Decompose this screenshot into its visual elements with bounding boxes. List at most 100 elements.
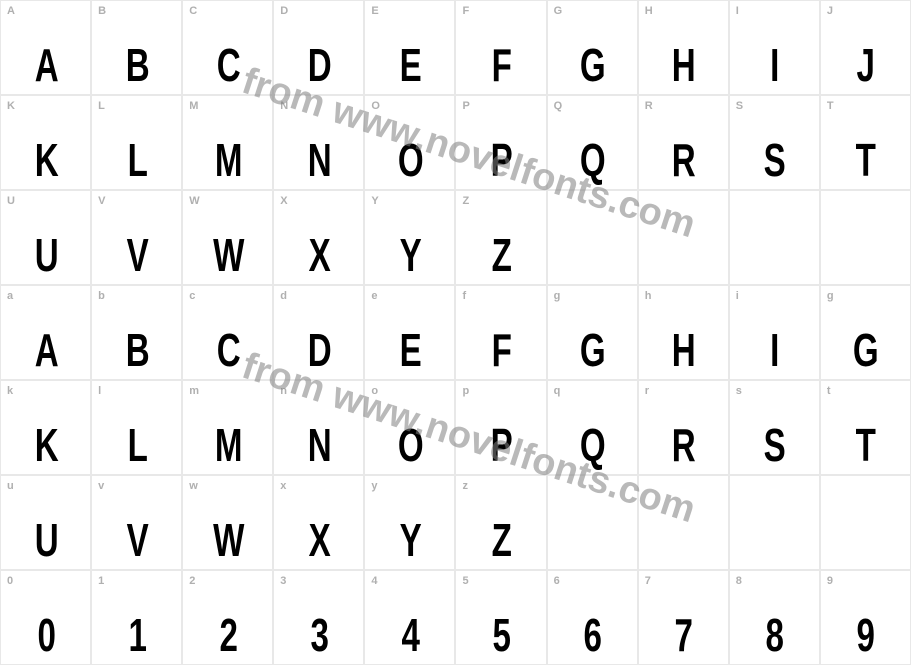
glyph-label: O <box>371 100 380 112</box>
glyph-character: B <box>125 42 147 88</box>
glyph-label: Q <box>554 100 563 112</box>
glyph-character: Y <box>400 232 421 278</box>
glyph-label: 7 <box>645 575 651 587</box>
glyph-cell: qQ <box>547 380 638 475</box>
glyph-cell: 55 <box>455 570 546 665</box>
glyph-label: F <box>462 5 469 17</box>
glyph-character: 9 <box>857 612 874 658</box>
glyph-label: T <box>827 100 834 112</box>
glyph-character: Z <box>492 517 511 563</box>
glyph-cell: mM <box>182 380 273 475</box>
glyph-label: J <box>827 5 833 17</box>
glyph-cell: QQ <box>547 95 638 190</box>
glyph-cell: KK <box>0 95 91 190</box>
glyph-cell: II <box>729 0 820 95</box>
glyph-label: G <box>554 5 563 17</box>
glyph-cell: kK <box>0 380 91 475</box>
glyph-label: b <box>98 290 105 302</box>
glyph-label: y <box>371 480 377 492</box>
glyph-character: 5 <box>493 612 510 658</box>
glyph-character: G <box>580 42 604 88</box>
glyph-cell: rR <box>638 380 729 475</box>
glyph-label: 3 <box>280 575 286 587</box>
glyph-character: P <box>491 137 512 183</box>
glyph-label: o <box>371 385 378 397</box>
glyph-character: E <box>400 42 421 88</box>
glyph-label: H <box>645 5 653 17</box>
glyph-character: 7 <box>675 612 692 658</box>
glyph-cell <box>638 190 729 285</box>
glyph-character: S <box>764 422 785 468</box>
glyph-character: Z <box>492 232 511 278</box>
glyph-cell <box>820 190 911 285</box>
glyph-cell: AA <box>0 0 91 95</box>
glyph-label: n <box>280 385 287 397</box>
glyph-label: f <box>462 290 466 302</box>
glyph-cell: LL <box>91 95 182 190</box>
glyph-label: l <box>98 385 101 397</box>
glyph-cell: 99 <box>820 570 911 665</box>
glyph-cell: wW <box>182 475 273 570</box>
glyph-character: V <box>126 232 147 278</box>
glyph-label: i <box>736 290 739 302</box>
glyph-cell <box>547 475 638 570</box>
glyph-cell: 88 <box>729 570 820 665</box>
glyph-label: R <box>645 100 653 112</box>
glyph-character: G <box>853 327 877 373</box>
glyph-cell: FF <box>455 0 546 95</box>
glyph-character: X <box>309 517 330 563</box>
glyph-label: I <box>736 5 739 17</box>
glyph-character: P <box>491 422 512 468</box>
glyph-label: X <box>280 195 287 207</box>
glyph-character: 8 <box>766 612 783 658</box>
glyph-label: v <box>98 480 104 492</box>
glyph-character: Q <box>580 422 604 468</box>
glyph-cell: XX <box>273 190 364 285</box>
glyph-cell: RR <box>638 95 729 190</box>
glyph-label: r <box>645 385 649 397</box>
glyph-character: T <box>856 137 875 183</box>
character-map-grid: AABBCCDDEEFFGGHHIIJJKKLLMMNNOOPPQQRRSSTT… <box>0 0 911 665</box>
glyph-character: N <box>308 422 330 468</box>
glyph-character: D <box>308 42 330 88</box>
glyph-character: 6 <box>584 612 601 658</box>
glyph-label: k <box>7 385 13 397</box>
glyph-cell: EE <box>364 0 455 95</box>
glyph-cell: lL <box>91 380 182 475</box>
glyph-cell: bB <box>91 285 182 380</box>
glyph-label: q <box>554 385 561 397</box>
glyph-label: c <box>189 290 195 302</box>
glyph-label: W <box>189 195 199 207</box>
glyph-cell: PP <box>455 95 546 190</box>
glyph-label: A <box>7 5 15 17</box>
glyph-cell <box>547 190 638 285</box>
glyph-cell: JJ <box>820 0 911 95</box>
glyph-label: w <box>189 480 198 492</box>
glyph-character: T <box>856 422 875 468</box>
glyph-cell: fF <box>455 285 546 380</box>
glyph-character: M <box>215 137 241 183</box>
glyph-label: 9 <box>827 575 833 587</box>
glyph-label: 4 <box>371 575 377 587</box>
glyph-character: U <box>34 517 56 563</box>
glyph-label: U <box>7 195 15 207</box>
glyph-label: x <box>280 480 286 492</box>
glyph-cell: DD <box>273 0 364 95</box>
glyph-cell: nN <box>273 380 364 475</box>
glyph-cell: cC <box>182 285 273 380</box>
glyph-character: C <box>216 327 238 373</box>
glyph-label: S <box>736 100 743 112</box>
glyph-cell: dD <box>273 285 364 380</box>
glyph-character: L <box>127 422 146 468</box>
glyph-cell: oO <box>364 380 455 475</box>
glyph-cell <box>820 475 911 570</box>
glyph-cell: VV <box>91 190 182 285</box>
glyph-label: L <box>98 100 105 112</box>
glyph-cell: 66 <box>547 570 638 665</box>
glyph-cell: yY <box>364 475 455 570</box>
glyph-cell: UU <box>0 190 91 285</box>
glyph-character: B <box>125 327 147 373</box>
glyph-character: I <box>770 42 778 88</box>
glyph-cell: gG <box>547 285 638 380</box>
glyph-cell: gG <box>820 285 911 380</box>
